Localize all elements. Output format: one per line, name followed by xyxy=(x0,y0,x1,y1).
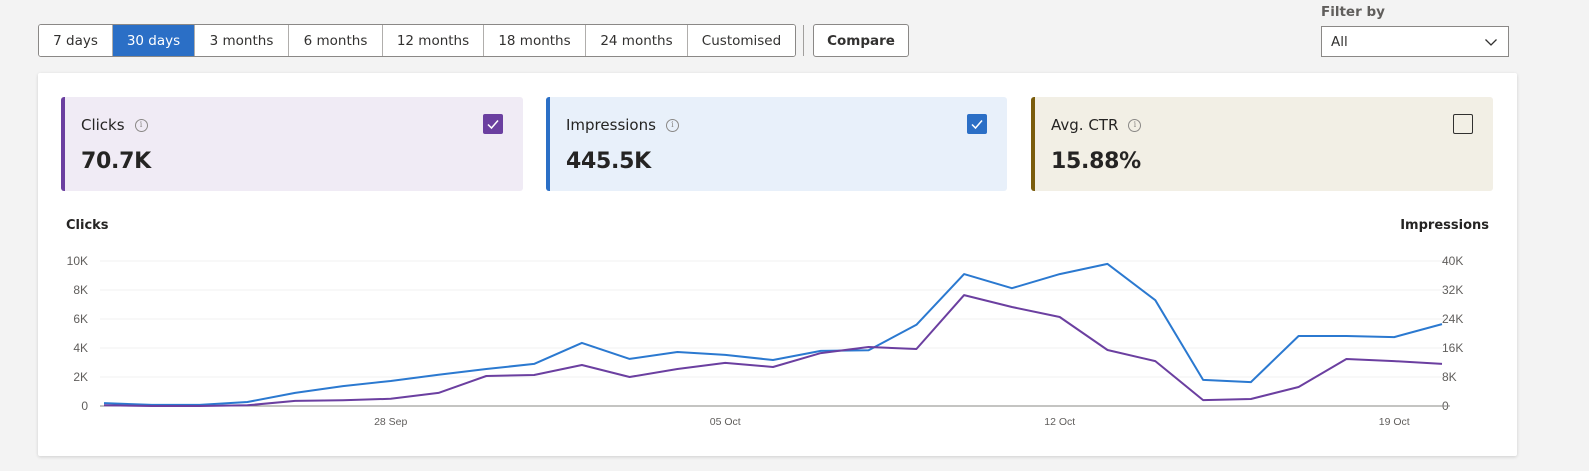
info-icon[interactable]: i xyxy=(1128,118,1142,132)
x-axis-tick: 28 Sep xyxy=(374,416,407,428)
left-axis-tick: 4K xyxy=(73,341,88,355)
x-axis-tick: 05 Oct xyxy=(710,416,741,428)
right-axis-tick: 40K xyxy=(1442,254,1463,268)
right-axis-tick: 8K xyxy=(1442,370,1457,384)
period-6-months-button[interactable]: 6 months xyxy=(289,25,383,56)
impressions-checkbox[interactable] xyxy=(967,114,987,134)
left-axis-tick: 2K xyxy=(73,370,88,384)
right-axis-tick: 0 xyxy=(1442,399,1449,413)
period-30-days-button[interactable]: 30 days xyxy=(113,25,195,56)
left-axis-tick: 0 xyxy=(81,399,88,413)
toolbar-divider xyxy=(803,25,804,56)
right-axis-tick: 32K xyxy=(1442,283,1463,297)
left-axis-tick: 8K xyxy=(73,283,88,297)
impressions-card-value: 445.5K xyxy=(566,149,651,174)
avg-ctr-card-value: 15.88% xyxy=(1051,149,1141,174)
period-18-months-button[interactable]: 18 months xyxy=(484,25,586,56)
period-customised-button[interactable]: Customised xyxy=(688,25,795,56)
filter-dropdown[interactable]: All xyxy=(1321,26,1509,57)
filter-label: Filter by xyxy=(1321,4,1385,20)
clicks-card-value: 70.7K xyxy=(81,149,151,174)
info-icon[interactable]: i xyxy=(134,118,148,132)
compare-button[interactable]: Compare xyxy=(813,24,909,57)
left-axis-title: Clicks xyxy=(66,218,109,233)
x-axis-tick: 19 Oct xyxy=(1379,416,1410,428)
checkmark-icon xyxy=(971,120,983,130)
avg-ctr-card-title: Avg. CTR xyxy=(1051,116,1119,134)
avg-ctr-metric-card[interactable]: Avg. CTR i 15.88% xyxy=(1031,97,1493,191)
checkmark-icon xyxy=(487,120,499,130)
left-axis-tick: 10K xyxy=(67,254,88,268)
impressions-card-title: Impressions xyxy=(566,116,656,134)
chevron-down-icon xyxy=(1485,38,1497,46)
x-axis-tick: 12 Oct xyxy=(1044,416,1075,428)
clicks-metric-card[interactable]: Clicks i 70.7K xyxy=(61,97,523,191)
info-icon[interactable]: i xyxy=(665,118,679,132)
right-axis-tick: 16K xyxy=(1442,341,1463,355)
clicks-checkbox[interactable] xyxy=(483,114,503,134)
clicks-card-title: Clicks xyxy=(81,116,125,134)
period-3-months-button[interactable]: 3 months xyxy=(195,25,289,56)
avg-ctr-checkbox[interactable] xyxy=(1453,114,1473,134)
clicks-series-line xyxy=(103,294,1443,407)
impressions-metric-card[interactable]: Impressions i 445.5K xyxy=(546,97,1007,191)
right-axis-title: Impressions xyxy=(1400,218,1489,233)
period-selector: 7 days 30 days 3 months 6 months 12 mont… xyxy=(38,24,796,57)
impressions-series-line xyxy=(103,262,1443,406)
metrics-panel: Clicks i 70.7K Impressions i 445.5K Avg.… xyxy=(38,73,1517,456)
left-axis-tick: 6K xyxy=(73,312,88,326)
period-7-days-button[interactable]: 7 days xyxy=(39,25,113,56)
filter-selected-value: All xyxy=(1331,33,1348,50)
period-12-months-button[interactable]: 12 months xyxy=(383,25,484,56)
right-axis-tick: 24K xyxy=(1442,312,1463,326)
period-24-months-button[interactable]: 24 months xyxy=(586,25,688,56)
